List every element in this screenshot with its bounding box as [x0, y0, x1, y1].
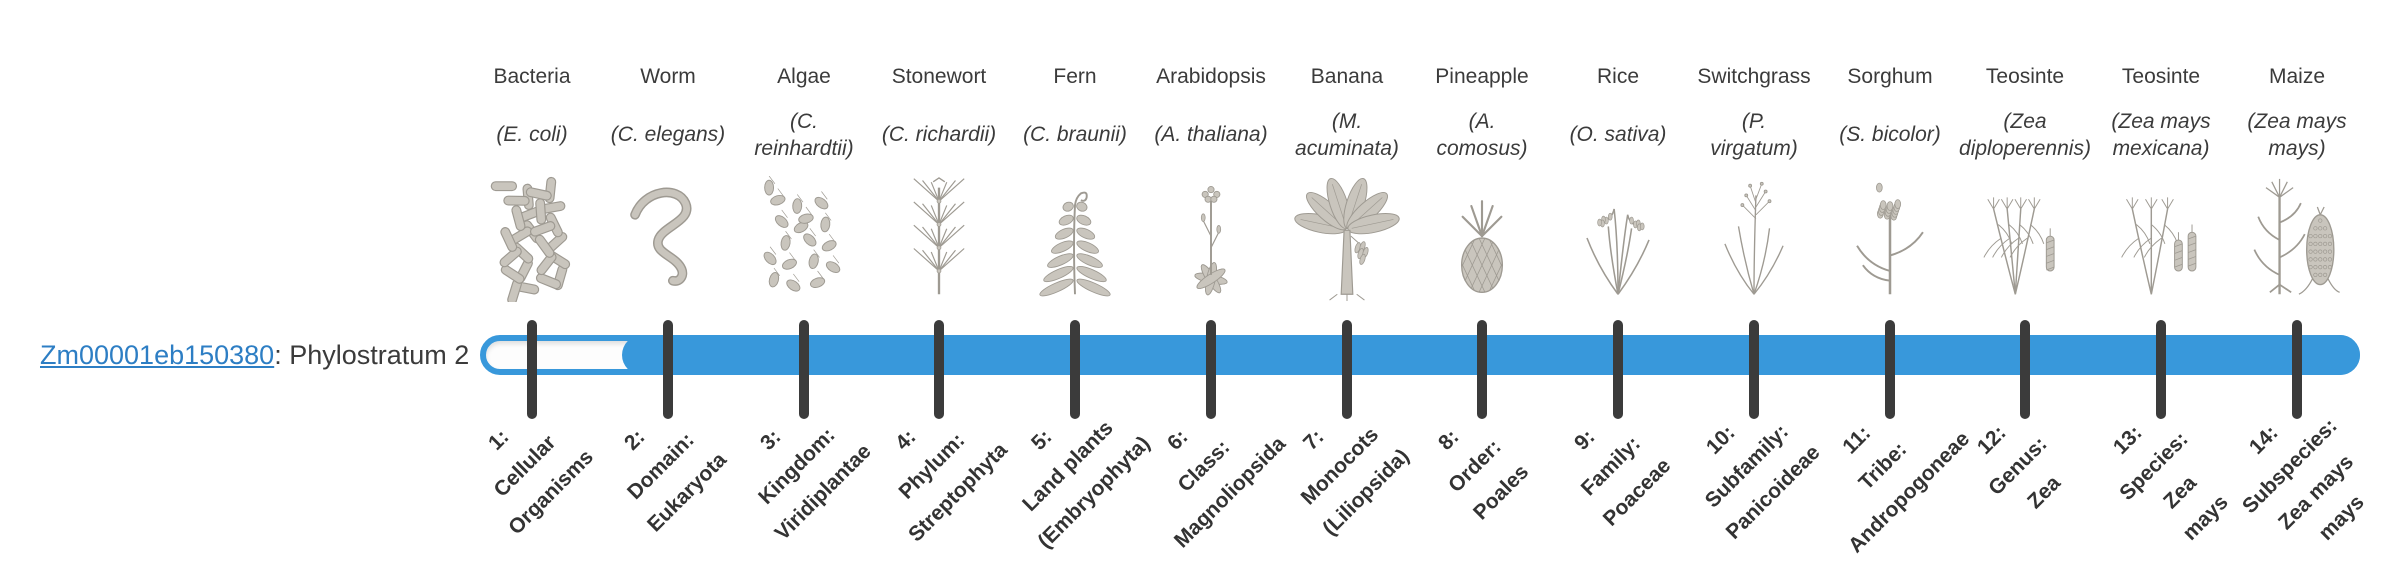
organism-name: Arabidopsis [1156, 65, 1266, 88]
scientific-name: (A. comosus) [1436, 109, 1528, 160]
phylostratum-tick-mark [663, 320, 673, 419]
scientific-name: (S. bicolor) [1839, 123, 1941, 147]
phylostratum-tick-mark [1749, 320, 1759, 419]
scientific-name: (Zea mays mays) [2247, 109, 2347, 160]
phylostratum-tick-mark [527, 320, 537, 419]
maize-icon [2244, 176, 2350, 302]
switchgrass-icon [1701, 176, 1807, 302]
teosinte-diploperennis-icon [1972, 176, 2078, 302]
phylostratum-tick-mark [2292, 320, 2302, 419]
stonewort-icon [886, 176, 992, 302]
banana-icon [1294, 176, 1400, 302]
organism-name: Switchgrass [1697, 65, 1811, 88]
sorghum-icon [1837, 176, 1943, 302]
phylostratum-label: 14: Subspecies: Zea mays mays [2237, 414, 2369, 546]
scientific-name: (C. reinhardtii) [754, 109, 854, 160]
bacteria-icon [479, 176, 585, 302]
scientific-name: (E. coli) [496, 123, 568, 147]
rice-icon [1565, 176, 1671, 302]
scientific-name: (C. elegans) [610, 123, 726, 147]
scientific-name: (C. richardii) [881, 123, 997, 147]
organism-name: Rice [1596, 65, 1640, 88]
gene-link[interactable]: Zm00001eb150380 [40, 340, 275, 370]
scientific-name: (P. virgatum) [1710, 109, 1798, 160]
phylostratum-tick-mark [1206, 320, 1216, 419]
phylostratum-tick-mark [1342, 320, 1352, 419]
phylostratum-tick-mark [1613, 320, 1623, 419]
fern-icon [1022, 176, 1128, 302]
gene-phylostratum-text: : Phylostratum 2 [274, 340, 470, 370]
scientific-name: (O. sativa) [1569, 123, 1667, 147]
phylostratum-tick-mark [1477, 320, 1487, 419]
arabidopsis-icon [1158, 176, 1264, 302]
gene-label: Zm00001eb150380: Phylostratum 2 [40, 340, 469, 371]
scientific-name: (Zea mays mexicana) [2111, 109, 2211, 160]
phylostratum-bar-fill [622, 335, 2360, 375]
algae-icon [751, 176, 857, 302]
phylostratum-tick-mark [2020, 320, 2030, 419]
organism-name: Stonewort [891, 65, 987, 88]
phylostratum-tick-mark [1885, 320, 1895, 419]
pineapple-icon [1429, 176, 1535, 302]
teosinte-mexicana-icon [2108, 176, 2214, 302]
organism-name: Teosinte [1985, 65, 2065, 88]
organism-name: Banana [1310, 65, 1384, 88]
scientific-name: (M. acuminata) [1295, 109, 1399, 160]
organism-name: Algae [777, 65, 831, 88]
phylostratum-tick-mark [799, 320, 809, 419]
organism-name: Teosinte [2121, 65, 2201, 88]
worm-icon [615, 176, 721, 302]
phylostratum-tick-mark [2156, 320, 2166, 419]
scientific-name: (Zea diploperennis) [1959, 109, 2091, 160]
organism-name: Fern [1053, 65, 1097, 88]
organism-name: Maize [2268, 65, 2326, 88]
phylostratum-tick-mark [1070, 320, 1080, 419]
phylostratum-tick-mark [934, 320, 944, 419]
organism-name: Worm [640, 65, 696, 88]
organism-name: Bacteria [493, 65, 571, 88]
scientific-name: (C. braunii) [1023, 123, 1127, 147]
scientific-name: (A. thaliana) [1154, 123, 1268, 147]
organism-name: Sorghum [1847, 65, 1933, 88]
organism-name: Pineapple [1435, 65, 1529, 88]
